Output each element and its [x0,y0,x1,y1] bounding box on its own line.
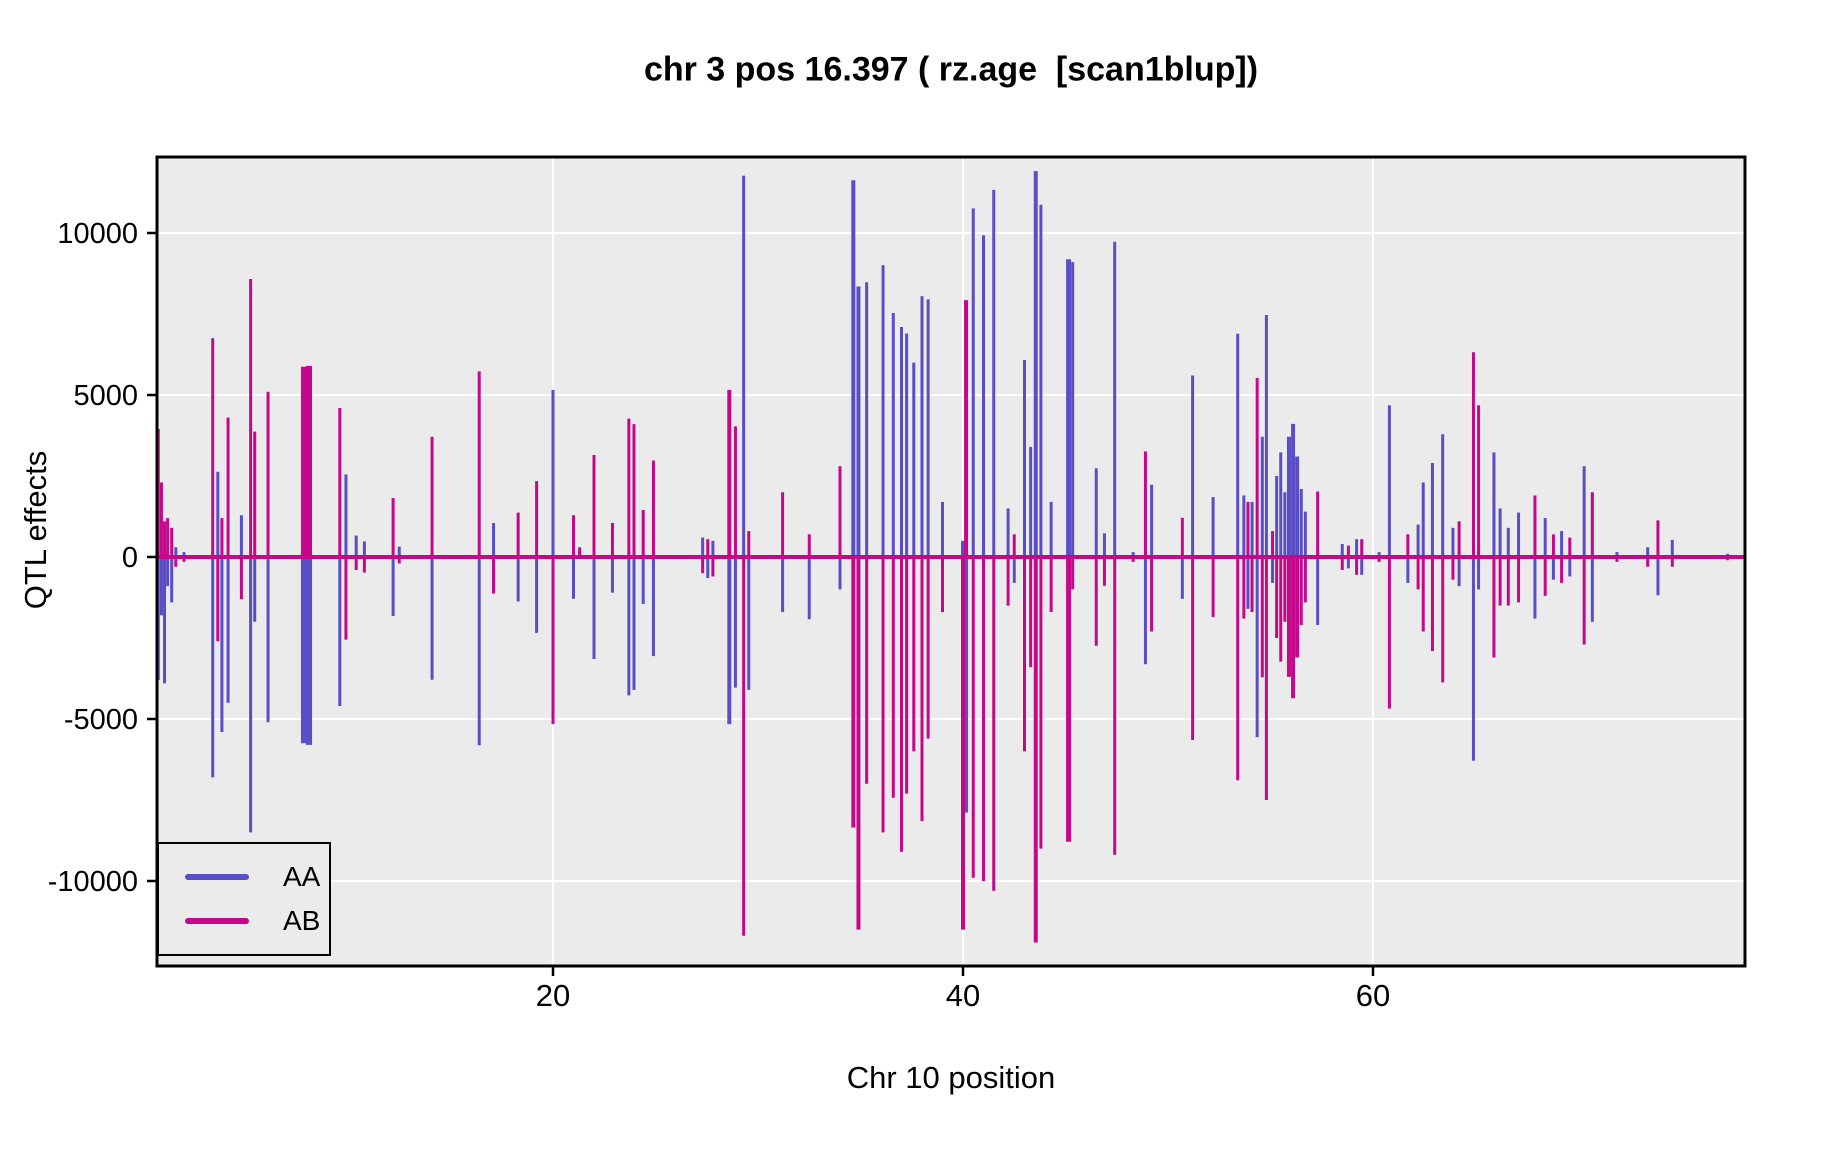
x-tick-label: 40 [946,978,980,1013]
y-tick-label: 5000 [73,380,138,412]
legend-item-aa: AA [185,860,329,894]
chart-title: chr 3 pos 16.397 ( rz.age [scan1blup]) [643,50,1259,89]
aa-line-swatch [185,874,249,880]
y-tick-label: -5000 [64,704,138,736]
legend-label-aa: AA [283,861,321,892]
panel-border [155,155,1747,968]
x-tick-label: 20 [536,978,570,1013]
y-tick-label: 10000 [57,218,138,250]
y-tick-label: 0 [122,542,138,574]
y-tick-label: -10000 [48,866,138,898]
x-axis-title: Chr 10 position [846,1060,1056,1095]
legend-item-ab: AB [185,904,329,938]
legend-label-ab: AB [283,905,321,936]
ab-line-swatch [185,918,249,924]
panel-background [157,157,1745,966]
x-tick-label: 60 [1356,978,1390,1013]
legend: AA AB [157,842,331,956]
